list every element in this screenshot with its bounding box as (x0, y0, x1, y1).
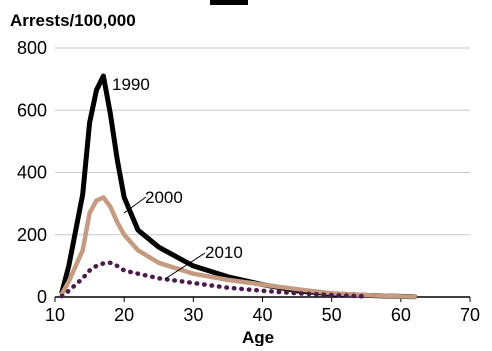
y-tick-label: 600 (17, 100, 47, 120)
x-tick-label: 10 (45, 305, 65, 325)
x-tick-label: 50 (322, 305, 342, 325)
x-tick-label: 20 (114, 305, 134, 325)
x-tick-label: 40 (252, 305, 272, 325)
series-annotations: 1990 2000 2010 (112, 75, 243, 280)
y-tick-label: 0 (37, 287, 47, 307)
y-axis-title: Arrests/100,000 (10, 11, 136, 30)
y-tick-label: 200 (17, 225, 47, 245)
x-tick-label: 70 (460, 305, 480, 325)
y-tick-label: 800 (17, 38, 47, 58)
series-line-2010 (59, 260, 369, 299)
x-tick-label: 30 (183, 305, 203, 325)
annotation-label-2010: 2010 (205, 243, 243, 262)
cropped-title-fragment (210, 0, 248, 5)
annotation-label-1990: 1990 (112, 75, 150, 94)
annotation-leader-2000 (123, 196, 147, 214)
annotation-leader-2010 (164, 252, 206, 280)
series-line-1990 (59, 73, 418, 300)
x-tick-label: 60 (391, 305, 411, 325)
x-axis-title: Age (242, 328, 274, 346)
y-tick-labels: 0 200 400 600 800 (17, 38, 47, 307)
annotation-label-2000: 2000 (145, 188, 183, 207)
series-lines (59, 73, 418, 300)
x-tick-labels: 10 20 30 40 50 60 70 (45, 305, 480, 325)
y-tick-label: 400 (17, 163, 47, 183)
grid-lines (55, 47, 470, 236)
